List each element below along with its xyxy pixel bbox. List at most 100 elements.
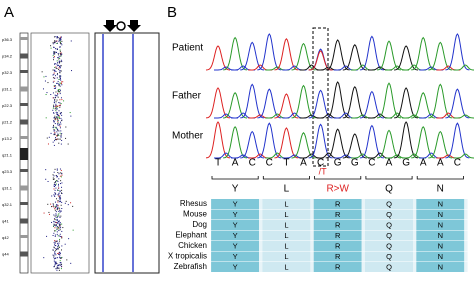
dot [60,143,62,145]
dot [61,99,63,101]
species-label: Chicken [178,241,207,250]
residue: Q [386,210,392,219]
dot [55,181,57,183]
band-label: p32.3 [2,70,13,75]
dot [55,111,57,113]
dot [56,116,58,118]
residue: L [284,220,288,229]
dot [57,82,59,84]
dot [56,179,58,181]
dot [64,202,66,204]
dot [59,198,61,200]
panel-label: A [4,4,14,21]
base-letter: T [283,158,289,169]
residue: R [335,252,341,261]
dot [54,209,56,211]
dot [56,209,58,211]
dot [56,82,58,84]
dot [59,196,61,198]
dot [60,176,62,178]
trace-peak [428,130,453,159]
residue-cell [262,230,311,241]
dot [60,61,62,63]
residue-gap [464,241,468,251]
dot [59,78,61,80]
band-label: q31.1 [2,186,13,191]
dot [60,257,62,259]
dot [53,266,55,268]
dot [53,72,55,74]
dot [58,116,60,118]
dot [53,97,55,99]
residue: R [335,199,341,208]
dot [57,246,59,248]
dot [58,178,60,180]
dot [54,189,56,191]
dot [56,37,58,39]
residue-cell [262,251,311,262]
dot [54,244,56,246]
dot [52,107,54,109]
dot [58,195,60,197]
residue-cell [313,262,362,272]
dot [64,243,66,245]
dot [53,86,55,88]
codon-bracket [365,176,413,180]
dot [55,105,57,107]
dot [50,47,52,49]
residue-cell [211,220,260,230]
dot [54,240,56,242]
residue-gap [413,230,417,241]
trace-peak [325,128,350,159]
dot [59,256,61,258]
dot [59,257,61,259]
trace-peak [257,33,282,71]
species-label: X tropicalis [168,252,207,261]
dot [53,214,55,216]
dot [58,197,60,199]
dot [58,263,60,265]
dot [58,117,60,119]
dot [57,105,59,107]
dot [61,53,63,55]
residue-gap [464,251,468,262]
residue-gap [259,262,263,272]
dot [51,221,53,223]
trace-peak [240,83,265,119]
trace-peak [325,81,350,119]
dot [60,169,62,171]
dot [52,234,54,236]
dot [57,115,59,117]
dot [55,180,57,182]
dot [54,132,56,134]
dot [52,43,54,45]
dot [57,242,59,244]
dot [55,106,57,108]
dot [45,75,47,77]
dot [60,97,62,99]
dot [61,173,63,175]
dot [52,249,54,251]
residue-cell [416,209,465,220]
dot [55,257,57,259]
residue: R [335,262,341,271]
trace-peak [325,39,350,71]
residue: N [438,199,443,208]
dot [54,250,56,252]
dot [56,60,58,62]
codon-bracket [314,176,362,180]
dot [59,46,61,48]
residue-cell [211,241,260,251]
dot [61,193,63,195]
residue: Q [386,199,392,208]
dot [59,207,61,209]
residue-cell [416,251,465,262]
arrow [127,20,141,32]
dot [60,266,62,268]
dot [58,213,60,215]
dot [55,51,57,53]
dot [59,55,61,57]
trace-peak [240,130,265,159]
dot [55,139,57,141]
dot [47,143,49,145]
